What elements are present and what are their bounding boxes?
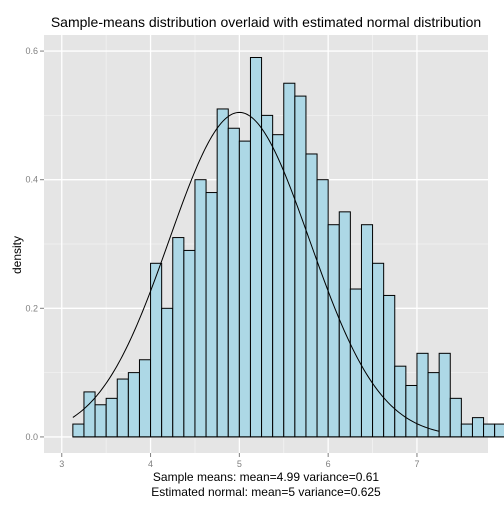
histogram-bar (283, 82, 296, 438)
x-tick-label: 3 (59, 459, 64, 469)
histogram-bar (427, 372, 440, 438)
histogram-bar (116, 378, 129, 438)
histogram-bar (383, 294, 396, 438)
normal-curve (72, 111, 440, 432)
histogram-bar (471, 417, 485, 438)
histogram-bar (194, 179, 207, 438)
histogram-bar (372, 262, 385, 438)
histogram-bar (272, 134, 285, 438)
histogram-bar (249, 57, 263, 438)
axes: 3 4 5 6 7 0.0 0.2 0.4 0.6 (25, 46, 419, 469)
histogram-bar (327, 224, 340, 438)
chart-title: Sample-means distribution overlaid with … (51, 14, 481, 30)
histogram-bar (183, 249, 196, 438)
y-tick-label: 0.0 (25, 432, 38, 442)
histogram-bar (483, 423, 496, 438)
y-tick-label: 0.2 (25, 303, 38, 313)
x-tick-label: 6 (326, 459, 331, 469)
y-tick-label: 0.4 (25, 175, 38, 185)
histogram-bar (205, 192, 218, 438)
histogram-bar (449, 397, 462, 438)
histogram-bar (360, 224, 374, 438)
histogram-bar (438, 352, 451, 438)
histogram-bar (294, 95, 307, 438)
histogram-bar (172, 237, 185, 438)
histogram-bar (161, 307, 174, 438)
histogram-bar (238, 140, 251, 438)
histogram-bars (72, 57, 504, 438)
histogram-bar (83, 391, 96, 438)
histogram-bar (150, 262, 163, 438)
histogram-bar (127, 372, 140, 438)
x-axis-label-line-1: Sample means: mean=4.99 variance=0.61 (153, 470, 379, 484)
histogram-bar (94, 404, 107, 438)
x-tick-label: 7 (414, 459, 419, 469)
histogram-bar (316, 179, 329, 438)
histogram-bar (394, 365, 407, 438)
x-tick-label: 5 (237, 459, 242, 469)
normal-curve-layer (72, 111, 440, 432)
histogram-bar (105, 397, 118, 438)
x-tick-label: 4 (148, 459, 153, 469)
y-axis-label: density (10, 236, 24, 274)
histogram-bar (261, 114, 274, 438)
histogram-bar (305, 153, 318, 438)
histogram-bar (494, 423, 504, 438)
histogram-bar (138, 359, 152, 438)
histogram-bar (460, 423, 473, 438)
histogram-bar (338, 211, 351, 438)
histogram-bar (227, 127, 240, 438)
histogram-bar (405, 384, 418, 438)
x-axis-label-line-2: Estimated normal: mean=5 variance=0.625 (151, 485, 381, 499)
histogram-bar (216, 108, 229, 438)
histogram-bar (72, 423, 85, 438)
y-tick-label: 0.6 (25, 46, 38, 56)
